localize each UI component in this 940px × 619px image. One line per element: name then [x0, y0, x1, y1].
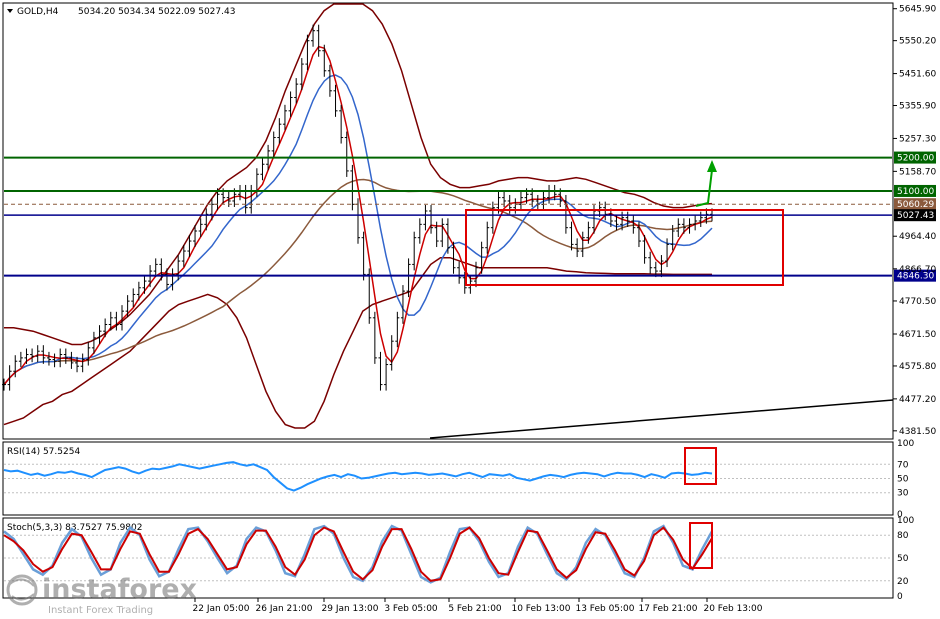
price-panel-frame	[2, 2, 894, 440]
rsi-tick-label: 0	[897, 510, 903, 520]
y-tick-label: 5257.30	[899, 134, 936, 144]
y-tick-label: 4381.50	[899, 427, 936, 437]
x-tick-label: 22 Jan 05:00	[193, 604, 250, 614]
level-tag-text: 5027.43	[897, 211, 934, 221]
y-tick-label: 5158.70	[899, 167, 936, 177]
level-tag-text: 5060.29	[897, 200, 934, 210]
price-plot	[2, 3, 714, 429]
y-tick-label: 5550.20	[899, 37, 936, 47]
y-tick-label: 4575.80	[899, 362, 936, 372]
stoch-highlight-box	[689, 522, 713, 569]
arrow-head-icon	[707, 160, 717, 172]
ma-slow-line	[3, 178, 713, 386]
symbol-dropdown-icon[interactable]	[7, 9, 13, 13]
stoch-label: Stoch(5,3,3) 83.7527 75.9802	[7, 523, 142, 533]
stoch-tick-label: 20	[897, 577, 909, 587]
rsi-label: RSI(14) 57.5254	[7, 447, 80, 457]
ohlc-label: 5034.20 5034.34 5022.09 5027.43	[78, 7, 235, 17]
stoch-panel-frame	[2, 517, 894, 599]
stoch-tick-label: 50	[897, 554, 909, 564]
rsi-plot: 100 70 50 30 0	[3, 439, 914, 520]
y-tick-label: 4866.70	[899, 265, 936, 275]
x-tick-label: 26 Jan 21:00	[256, 604, 313, 614]
y-tick-label: 5645.90	[899, 5, 936, 15]
y-tick-label: 5451.60	[899, 70, 936, 80]
consolidation-box	[465, 209, 784, 286]
y-tick-label: 5355.90	[899, 102, 936, 112]
level-tag-support	[894, 269, 936, 282]
x-tick-label: 3 Feb 05:00	[384, 604, 438, 614]
x-tick-label: 13 Feb 05:00	[575, 604, 634, 614]
stoch-signal-line	[3, 526, 713, 582]
bollinger-lower-line	[3, 256, 712, 429]
level-tag-resistance	[894, 151, 936, 164]
logo-tagline: Instant Forex Trading	[48, 605, 153, 616]
x-tick-label: 20 Feb 13:00	[703, 604, 762, 614]
y-tick-label: 4671.50	[899, 330, 936, 340]
rsi-tick-label: 100	[897, 439, 914, 449]
rsi-panel-frame	[2, 441, 894, 516]
rsi-tick-label: 70	[897, 460, 909, 470]
level-tag-text: 5100.00	[897, 187, 934, 197]
breakout-arrow-icon	[695, 169, 713, 207]
level-tag-ask	[894, 198, 936, 211]
stoch-tick-label: 80	[897, 531, 909, 541]
rsi-highlight-box	[684, 447, 717, 485]
level-lines	[4, 156, 892, 277]
logo-swirl-icon	[9, 578, 35, 601]
level-tag-current	[894, 209, 936, 222]
logo-brand: instaforex	[42, 574, 197, 605]
bollinger-upper-line	[4, 3, 713, 346]
x-tick-label: 29 Jan 13:00	[322, 604, 379, 614]
stoch-main-line	[3, 524, 714, 584]
trend-line	[429, 399, 894, 439]
symbol-label: GOLD,H4	[17, 7, 59, 17]
y-tick-label: 4964.40	[899, 232, 936, 242]
rsi-tick-label: 50	[897, 475, 909, 485]
rsi-tick-label: 30	[897, 489, 909, 499]
stoch-tick-label: 0	[897, 592, 903, 602]
y-tick-label: 4770.50	[899, 297, 936, 307]
time-axis: 22 Jan 05:00 26 Jan 21:00 29 Jan 13:00 3 Fe…	[193, 598, 763, 614]
x-tick-label: 17 Feb 21:00	[638, 604, 697, 614]
x-tick-label: 10 Feb 13:00	[511, 604, 570, 614]
x-tick-label: 5 Feb 21:00	[448, 604, 502, 614]
rsi-line	[3, 461, 713, 492]
instaforex-logo: instaforex Instant Forex Trading	[6, 574, 197, 616]
stoch-plot: 100 80 50 20 0	[3, 516, 914, 602]
level-tag-resistance	[894, 184, 936, 197]
stoch-tick-label: 100	[897, 516, 914, 526]
level-tag-text: 5200.00	[897, 154, 934, 164]
level-tag-text: 4846.30	[897, 272, 934, 282]
logo-globe-icon	[6, 574, 38, 606]
y-tick-label: 4477.20	[899, 395, 936, 405]
